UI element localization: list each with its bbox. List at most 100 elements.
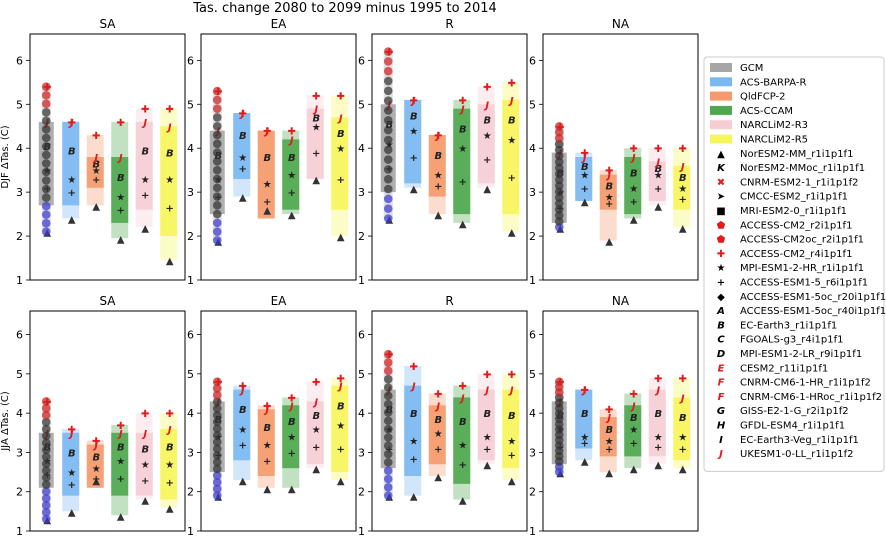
model-marker: ✚ (239, 109, 247, 120)
gcm-member-point (383, 474, 393, 484)
gcm-member-point (554, 175, 564, 185)
model-marker: ✚ (141, 105, 149, 116)
model-marker: B (288, 417, 296, 428)
legend-marker: ➤ (717, 192, 725, 203)
legend-label: NorESM2-MM_r1i1p1f1 (740, 149, 853, 160)
model-marker: ▲ (68, 215, 76, 226)
box-narclim2-r5 (502, 99, 520, 215)
model-marker: ★ (654, 171, 663, 182)
panel-r-jja: R123456▲★✚+BJ▲★✚+BJ▲★✚+BJ▲★✚+BJ▲★✚+BJ▲★✚… (358, 294, 528, 538)
gcm-member-point (554, 222, 564, 232)
gcm-member-point (383, 391, 393, 401)
model-marker: J (679, 162, 685, 173)
model-marker: B (239, 131, 247, 142)
model-marker: ▲ (92, 476, 100, 487)
model-marker: J (263, 405, 269, 416)
model-marker: B (68, 146, 76, 157)
y-tick-label: 3 (358, 186, 365, 199)
model-marker: ✚ (117, 421, 125, 432)
model-marker: ▲ (679, 464, 687, 475)
legend-swatch (710, 63, 732, 72)
y-tick-label: 6 (529, 54, 536, 67)
model-marker: B (92, 452, 100, 463)
gcm-member-point (383, 116, 393, 125)
model-marker: ★ (92, 166, 101, 177)
y-axis-label: JJA ΔTas. (C) (0, 391, 11, 452)
gcm-member-point (41, 494, 51, 503)
model-marker: ✚ (434, 131, 442, 142)
panel-frame (371, 33, 528, 281)
model-marker: ▲ (434, 210, 442, 221)
gcm-member-point (41, 210, 51, 219)
model-marker: J (483, 386, 489, 397)
model-marker: ✚ (679, 144, 687, 155)
model-marker: + (117, 474, 125, 485)
legend-label: QldFCP-2 (740, 92, 786, 103)
model-marker: ▲ (410, 184, 418, 195)
legend-marker: ⬟ (717, 235, 726, 246)
gcm-member-point (212, 457, 222, 467)
gcm-member-point (212, 390, 222, 400)
model-marker: ★ (580, 433, 589, 444)
gcm-member-point (212, 471, 222, 480)
model-marker: ▲ (141, 223, 149, 234)
gcm-member-point (554, 193, 564, 202)
gcm-member-point (383, 135, 393, 145)
panel-title: R (445, 17, 453, 31)
model-marker: B (630, 413, 638, 424)
gcm-member-point (383, 408, 393, 417)
y-tick-label: 6 (358, 54, 365, 67)
gcm-member-point (212, 209, 222, 219)
box-qldfcp-2 (599, 417, 617, 457)
model-marker: ▲ (654, 201, 662, 212)
legend-marker: C (717, 335, 725, 346)
gcm-member-point (41, 410, 51, 420)
model-marker: + (166, 204, 174, 215)
box-acs-ccam (282, 139, 300, 210)
y-tick-label: 4 (529, 142, 536, 155)
gcm-member-point (212, 104, 222, 113)
gcm-member-point (212, 148, 222, 157)
model-marker: ★ (483, 433, 492, 444)
gcm-member-point (41, 397, 51, 406)
y-tick-label: 3 (529, 446, 536, 459)
model-marker: ★ (141, 460, 150, 471)
gcm-member-point (212, 192, 222, 201)
model-marker: ✚ (581, 386, 589, 397)
model-marker: ▲ (679, 223, 687, 234)
y-tick-label: 1 (358, 525, 365, 538)
model-marker: ▲ (288, 484, 296, 495)
panel-frame (371, 310, 528, 532)
legend-label: NARCLiM2-R3 (740, 120, 808, 131)
model-marker: + (141, 476, 149, 487)
model-marker: B (263, 423, 271, 434)
legend-label: GISS-E2-1-G_r2i1p1f2 (740, 406, 849, 417)
gcm-member-point (383, 96, 393, 105)
box-acs-ccam (111, 157, 129, 223)
box-acs-barpa-r (575, 389, 593, 449)
box-narclim2-r3 (306, 401, 324, 465)
model-marker: ✚ (483, 370, 491, 381)
y-tick-label: 2 (187, 486, 194, 499)
model-marker: J (581, 386, 587, 397)
panel-ea-jja: EA123456▲★✚+BJ▲★✚+BJ▲★✚+BJ▲★✚+BJ▲★✚+BJ▲★… (187, 294, 357, 538)
panel-title: EA (271, 294, 288, 308)
y-tick-label: 1 (16, 525, 23, 538)
panel-frame (542, 33, 699, 281)
model-marker: J (312, 397, 318, 408)
gcm-member-point (212, 377, 222, 387)
model-marker: + (581, 184, 589, 195)
y-tick-label: 2 (529, 486, 536, 499)
panel-ea-djf: EA123456▲★✚+BJ▲★✚+BJ▲★✚+BJ▲★✚+BJ▲★✚+BJ▲★… (187, 17, 357, 287)
gcm-member-point (383, 358, 393, 367)
box-acs-barpa-r (233, 389, 251, 461)
model-marker: B (654, 164, 662, 175)
box-acs-ccam (453, 397, 471, 484)
model-marker: ✚ (508, 78, 516, 89)
panel-na-djf: NA123456▲★✚+BJ▲★✚+BJ▲★✚+BJ▲★✚+BJ▲★✚+BJ▲★… (529, 17, 699, 287)
model-marker: ▲ (288, 210, 296, 221)
box-acs-ccam (624, 157, 642, 215)
model-marker: + (605, 199, 613, 210)
model-marker: J (312, 105, 318, 116)
model-marker: ★ (409, 127, 418, 138)
